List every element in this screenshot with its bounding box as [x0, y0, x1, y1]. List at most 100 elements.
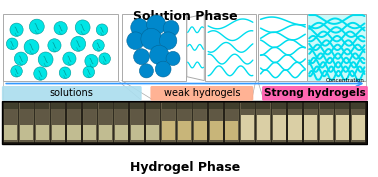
Bar: [146, 125, 160, 140]
Bar: [98, 103, 113, 142]
Bar: [162, 121, 175, 140]
Bar: [114, 103, 129, 109]
Circle shape: [11, 65, 22, 77]
Bar: [225, 103, 239, 109]
Bar: [4, 103, 18, 142]
Bar: [177, 103, 192, 109]
Bar: [304, 115, 317, 140]
Bar: [83, 103, 97, 109]
Bar: [67, 103, 81, 109]
Circle shape: [131, 19, 148, 36]
Bar: [82, 103, 97, 142]
Circle shape: [63, 52, 76, 65]
Bar: [241, 115, 254, 140]
Circle shape: [85, 54, 98, 68]
Bar: [319, 103, 333, 109]
Bar: [288, 115, 302, 140]
Bar: [205, 14, 256, 81]
Circle shape: [147, 15, 166, 35]
Bar: [209, 121, 223, 140]
Text: weak hydrogels: weak hydrogels: [164, 88, 240, 98]
Bar: [35, 103, 50, 142]
Bar: [177, 103, 192, 142]
Circle shape: [10, 23, 23, 36]
Bar: [36, 103, 50, 109]
Bar: [288, 103, 302, 109]
Circle shape: [155, 61, 171, 77]
Circle shape: [99, 53, 110, 65]
Bar: [20, 125, 33, 140]
FancyBboxPatch shape: [150, 86, 253, 101]
Circle shape: [83, 66, 94, 78]
Bar: [36, 125, 49, 140]
Bar: [335, 103, 349, 109]
Bar: [193, 103, 208, 142]
Bar: [351, 103, 365, 142]
Polygon shape: [187, 14, 204, 81]
Bar: [272, 103, 286, 109]
Bar: [352, 115, 365, 140]
Bar: [4, 103, 18, 109]
Circle shape: [24, 39, 39, 55]
Circle shape: [75, 20, 90, 35]
Text: Solution Phase: Solution Phase: [133, 10, 237, 23]
Bar: [67, 103, 81, 142]
Bar: [178, 121, 191, 140]
Circle shape: [160, 32, 177, 50]
Circle shape: [166, 51, 180, 65]
Circle shape: [59, 67, 71, 79]
Circle shape: [139, 64, 153, 78]
Bar: [146, 103, 160, 142]
Bar: [52, 125, 65, 140]
Bar: [162, 103, 176, 109]
Bar: [307, 14, 366, 81]
Bar: [209, 103, 223, 142]
Bar: [3, 14, 118, 81]
Text: Hydrogel Phase: Hydrogel Phase: [130, 161, 240, 174]
Bar: [193, 103, 207, 109]
Text: solutions: solutions: [50, 88, 94, 98]
Bar: [2, 101, 367, 144]
Circle shape: [38, 52, 53, 67]
Bar: [258, 14, 308, 81]
Bar: [51, 103, 65, 109]
Text: Concentration: Concentration: [325, 78, 364, 82]
Bar: [209, 103, 223, 109]
Bar: [19, 103, 34, 142]
Circle shape: [14, 52, 28, 65]
Circle shape: [48, 39, 61, 52]
Bar: [99, 103, 113, 109]
Bar: [240, 103, 255, 142]
Circle shape: [163, 20, 179, 36]
Bar: [319, 103, 334, 142]
Bar: [130, 103, 144, 109]
Bar: [304, 103, 318, 109]
Bar: [351, 103, 365, 109]
Bar: [256, 103, 270, 109]
Bar: [194, 121, 207, 140]
Circle shape: [29, 19, 44, 34]
Bar: [67, 125, 81, 140]
Text: Strong hydrogels: Strong hydrogels: [264, 88, 366, 98]
Circle shape: [34, 67, 47, 80]
Circle shape: [6, 38, 18, 50]
Bar: [336, 115, 349, 140]
Bar: [146, 103, 160, 109]
Circle shape: [71, 36, 86, 51]
Bar: [225, 103, 239, 142]
Bar: [161, 103, 176, 142]
Bar: [241, 103, 255, 109]
Bar: [115, 125, 128, 140]
Bar: [335, 103, 350, 142]
Bar: [304, 103, 318, 142]
Circle shape: [150, 45, 169, 65]
Bar: [273, 115, 286, 140]
Bar: [256, 103, 271, 142]
FancyBboxPatch shape: [2, 86, 142, 101]
Circle shape: [93, 40, 104, 51]
Bar: [20, 103, 34, 109]
Circle shape: [54, 22, 67, 35]
Bar: [288, 103, 302, 142]
Bar: [130, 125, 144, 140]
Bar: [257, 115, 270, 140]
